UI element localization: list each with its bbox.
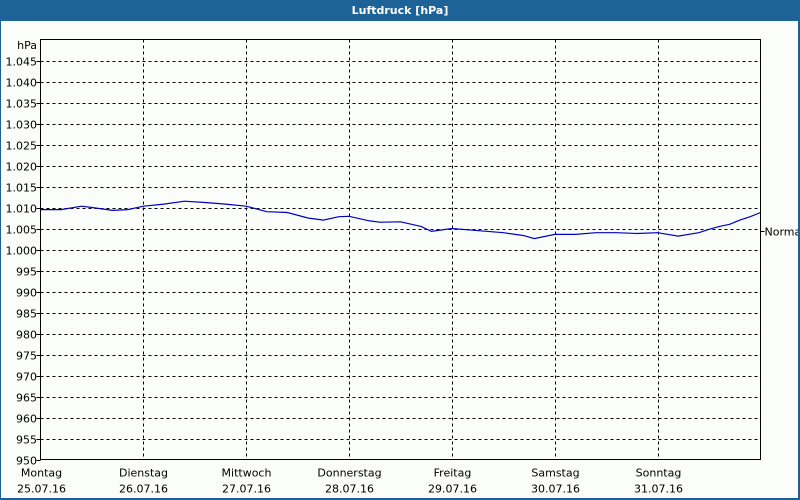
y-tick-label: 1.030 — [6, 119, 38, 132]
y-tick-label: 1.040 — [6, 77, 38, 90]
y-tick-label: 1.025 — [6, 140, 38, 153]
pressure-series-line — [40, 200, 761, 240]
x-day-label: Sonntag — [636, 467, 682, 480]
chart-area: hPa 950 955 960 965 970 975 980 985 990 995 1.000 1… — [1, 21, 798, 498]
x-day-label: Montag — [21, 467, 62, 480]
y-tick-label: 980 — [16, 329, 37, 342]
y-tick-label: 975 — [16, 350, 37, 363]
y-tick-label: 1.010 — [6, 203, 38, 216]
normal-reference: Normal — [760, 226, 799, 239]
y-axis: hPa 950 955 960 965 970 975 980 985 990 995 1.000 1… — [6, 39, 41, 468]
y-tick-label: 1.015 — [6, 182, 38, 195]
y-tick-label: 1.005 — [6, 224, 38, 237]
x-date-label: 28.07.16 — [325, 483, 374, 496]
y-tick-label: 950 — [16, 455, 37, 468]
x-date-label: 29.07.16 — [428, 483, 477, 496]
y-axis-unit: hPa — [17, 39, 37, 52]
pressure-line-chart: hPa 950 955 960 965 970 975 980 985 990 995 1.000 1… — [6, 39, 799, 496]
grid-lines — [40, 39, 761, 460]
x-date-label: 25.07.16 — [17, 483, 66, 496]
y-tick-label: 1.035 — [6, 98, 38, 111]
y-tick-label: 955 — [16, 434, 37, 447]
y-tick-label: 990 — [16, 287, 37, 300]
x-day-label: Dienstag — [119, 467, 168, 480]
y-tick-label: 1.020 — [6, 161, 38, 174]
x-date-label: 31.07.16 — [634, 483, 683, 496]
normal-label: Normal — [765, 226, 799, 239]
x-axis: Montag 25.07.16 Dienstag 26.07.16 Mittwoch 27… — [17, 467, 683, 496]
y-tick-label: 1.045 — [6, 56, 38, 69]
y-tick-label: 970 — [16, 371, 37, 384]
y-tick-label: 960 — [16, 413, 37, 426]
x-day-label: Mittwoch — [222, 467, 272, 480]
window-title: Luftdruck [hPa] — [0, 0, 800, 21]
y-tick-label: 965 — [16, 392, 37, 405]
x-date-label: 26.07.16 — [119, 483, 168, 496]
y-tick-label: 985 — [16, 308, 37, 321]
x-date-label: 30.07.16 — [531, 483, 580, 496]
x-day-label: Freitag — [434, 467, 472, 480]
x-day-label: Donnerstag — [317, 467, 381, 480]
y-tick-label: 1.000 — [6, 245, 38, 258]
x-day-label: Samstag — [531, 467, 579, 480]
y-tick-label: 995 — [16, 266, 37, 279]
plot-frame — [40, 39, 761, 460]
x-date-label: 27.07.16 — [222, 483, 271, 496]
